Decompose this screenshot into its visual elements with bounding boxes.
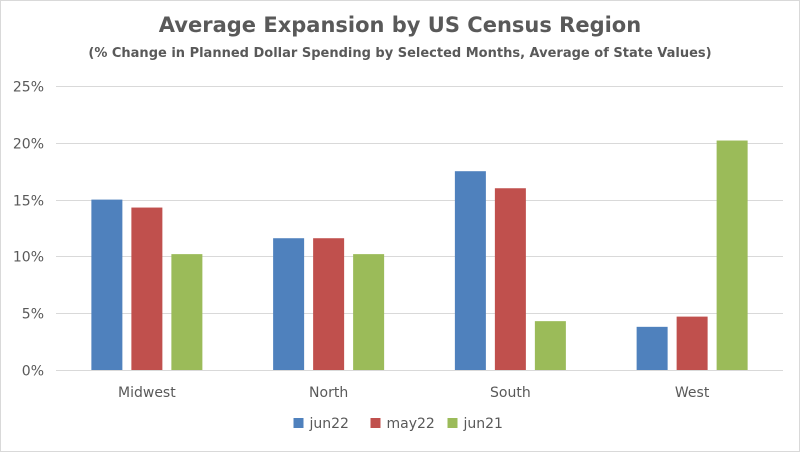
bars [91, 140, 748, 370]
bar-jun22-south [454, 171, 486, 370]
bar-may22-north [313, 238, 345, 370]
bar-jun21-midwest [171, 254, 203, 370]
legend-swatch-may22 [370, 418, 381, 428]
y-tick-label: 5% [22, 307, 44, 323]
bar-may22-midwest [131, 207, 163, 370]
legend-swatch-jun22 [293, 418, 304, 428]
gridlines [56, 86, 783, 371]
bar-jun21-north [353, 254, 385, 370]
y-tick-label: 0% [22, 364, 44, 380]
legend-label-may22: may22 [387, 416, 435, 432]
chart-title: Average Expansion by US Census Region [158, 13, 642, 37]
x-tick-label: Midwest [118, 385, 176, 401]
bar-jun21-south [534, 321, 566, 370]
chart-subtitle: (% Change in Planned Dollar Spending by … [88, 46, 712, 61]
bar-jun22-west [636, 326, 668, 370]
y-tick-label: 20% [13, 137, 44, 153]
bar-jun22-north [273, 238, 305, 370]
legend: jun22 may22 jun21 [293, 416, 503, 432]
x-axis-ticks: Midwest North South West [118, 385, 710, 401]
bar-may22-west [676, 316, 708, 370]
x-tick-label: West [675, 385, 710, 401]
bar-jun22-midwest [91, 199, 123, 370]
bar-jun21-west [716, 140, 748, 370]
bar-may22-south [494, 188, 526, 370]
legend-swatch-jun21 [447, 418, 458, 428]
legend-label-jun22: jun22 [309, 416, 349, 432]
legend-label-jun21: jun21 [463, 416, 503, 432]
y-tick-label: 25% [13, 80, 44, 96]
x-tick-label: South [490, 385, 531, 401]
y-tick-label: 10% [13, 250, 44, 266]
y-axis-ticks: 0% 5% 10% 15% 20% 25% [13, 80, 44, 380]
x-tick-label: North [309, 385, 348, 401]
y-tick-label: 15% [13, 194, 44, 210]
